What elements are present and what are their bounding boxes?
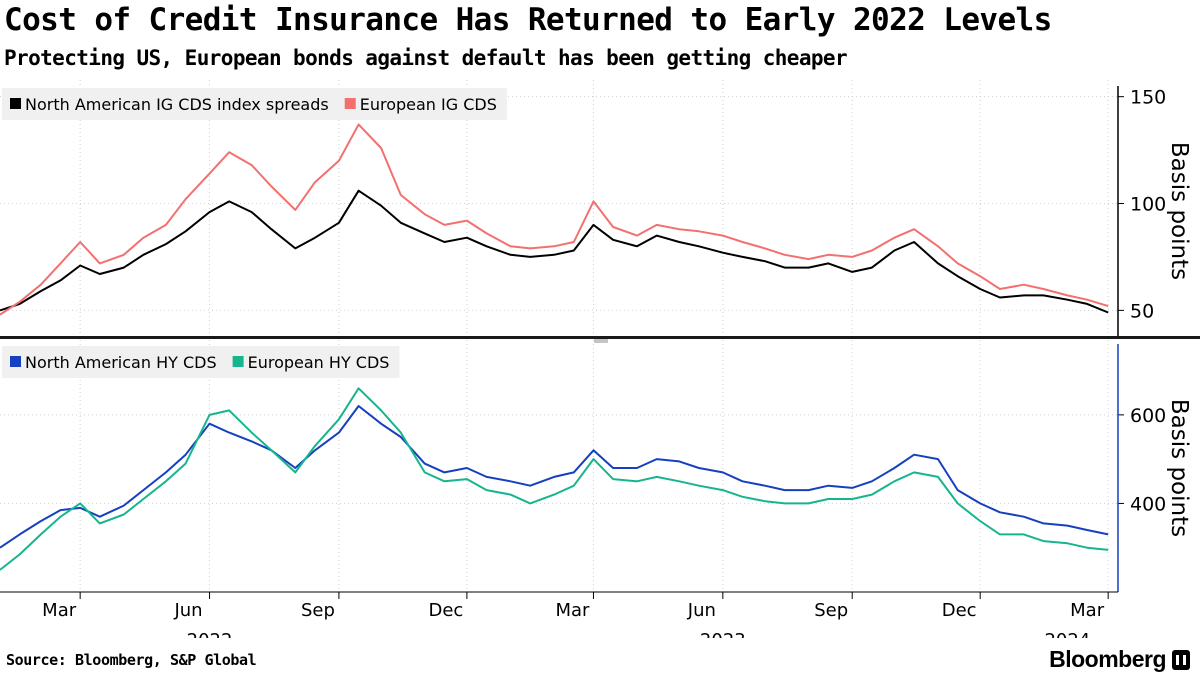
x-tick-label: Mar: [1070, 600, 1105, 621]
panel-ig: 50 100 150 Basis points North American IG CD…: [0, 86, 1192, 336]
y-axis-label: Basis points: [1166, 142, 1192, 280]
legend-label: North American IG CDS index spreads: [25, 95, 329, 114]
legend-background: [2, 88, 507, 120]
legend-swatch: [10, 356, 21, 367]
brand: Bloomberg: [1049, 646, 1190, 673]
x-tick-label: Jun: [173, 600, 202, 621]
y-tick-label: 150: [1130, 87, 1166, 109]
source-note: Source: Bloomberg, S&P Global: [6, 651, 257, 669]
legend-swatch: [232, 356, 244, 367]
series-line-ig-0: [0, 189, 1109, 314]
x-tick-label: Jun: [687, 600, 716, 621]
x-tick-label: Sep: [814, 600, 848, 621]
x-tick-label: Dec: [428, 600, 463, 621]
x-tick-label: Sep: [301, 600, 335, 621]
y-tick-label: 600: [1130, 405, 1166, 427]
panel-separator: [0, 336, 1200, 339]
legend-label: European IG CDS: [360, 95, 497, 114]
x-year-label: 2022: [187, 630, 233, 638]
x-tick-label: Mar: [42, 600, 77, 621]
credit-cds-chart: 50 100 150 Basis points North American IG CD…: [0, 80, 1200, 638]
legend-label: North American HY CDS: [25, 353, 217, 372]
brand-name: Bloomberg: [1049, 646, 1166, 672]
series-line-ig-1: [0, 123, 1109, 316]
x-tick-label: Dec: [942, 600, 977, 621]
series-line-hy-0: [0, 405, 1109, 549]
y-tick-label: 50: [1130, 300, 1154, 322]
bloomberg-logo-icon: [1172, 649, 1190, 670]
chart-subtitle: Protecting US, European bonds against de…: [4, 46, 848, 70]
legend-label: European HY CDS: [248, 353, 390, 372]
series-line-hy-1: [0, 387, 1109, 571]
legend-swatch: [10, 98, 21, 109]
x-tick-label: Mar: [555, 600, 590, 621]
x-year-label: 2023: [700, 630, 746, 638]
legend-hy: North American HY CDS European HY CDS: [2, 346, 400, 378]
x-year-label: 2024: [1044, 630, 1090, 638]
y-tick-label: 400: [1130, 493, 1166, 515]
y-axis-label: Basis points: [1166, 399, 1192, 537]
legend-swatch: [344, 98, 356, 109]
legend-background: [2, 346, 400, 378]
panel-hy: 400 600 Basis points North American HY CDS E…: [0, 344, 1192, 592]
chart-title: Cost of Credit Insurance Has Returned to…: [4, 2, 1052, 38]
y-tick-label: 100: [1130, 194, 1166, 216]
legend-ig: North American IG CDS index spreads Europ…: [2, 88, 507, 120]
